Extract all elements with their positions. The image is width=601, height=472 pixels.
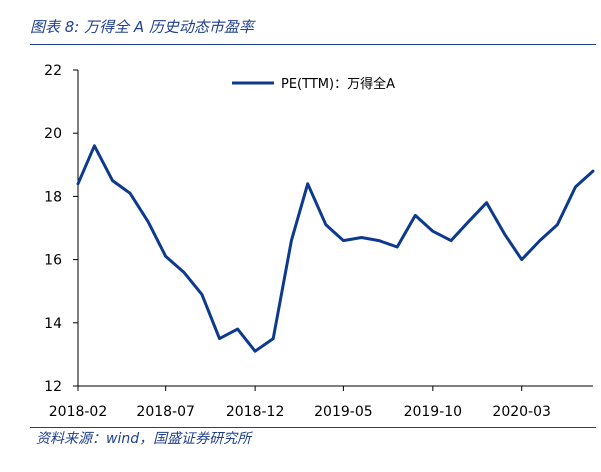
x-tick-label: 2019-05 (314, 404, 373, 420)
y-tick-labels: 12 14 16 18 20 22 (44, 63, 62, 395)
y-tick-label: 16 (44, 253, 62, 269)
x-tick-label: 2020-03 (492, 404, 551, 420)
source-note: 资料来源：wind，国盛证券研究所 (36, 431, 252, 447)
y-tick-label: 14 (44, 316, 62, 332)
y-tick-label: 12 (44, 379, 62, 395)
x-tick-labels: 2018-02 2018-07 2018-12 2019-05 2019-10 2020-… (49, 404, 551, 420)
source-divider (30, 427, 596, 428)
title-divider (30, 44, 596, 45)
y-tick-label: 22 (44, 63, 62, 79)
y-tick-label: 20 (44, 126, 62, 142)
x-tick-label: 2018-12 (226, 404, 285, 420)
chart-axes (73, 69, 593, 391)
x-tick-label: 2019-10 (404, 404, 463, 420)
x-tick-label: 2018-02 (49, 404, 108, 420)
legend-label: PE(TTM)：万得全A (281, 76, 395, 92)
figure-title: 图表 8: 万得全 A 历史动态市盈率 (30, 18, 254, 36)
x-tick-label: 2018-07 (136, 404, 195, 420)
chart-series (76, 144, 595, 353)
pe-series-line (76, 144, 595, 353)
y-tick-label: 18 (44, 189, 62, 205)
chart-legend: PE(TTM)：万得全A (232, 76, 395, 92)
